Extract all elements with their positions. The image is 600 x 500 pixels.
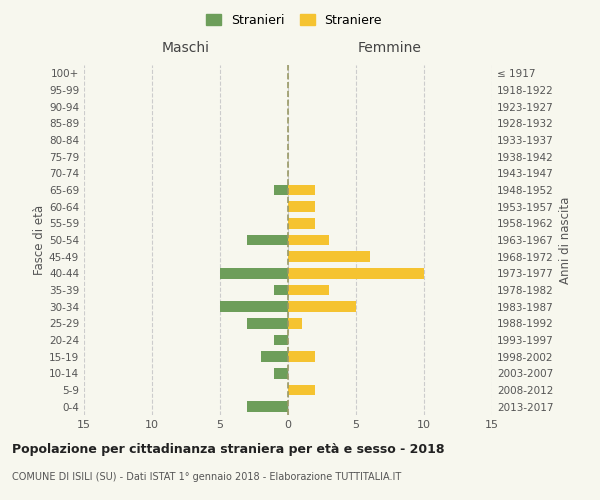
Bar	[220, 301, 288, 312]
Bar	[288, 384, 315, 396]
Bar	[247, 401, 288, 412]
Text: Femmine: Femmine	[358, 41, 422, 55]
Bar	[274, 368, 288, 379]
Y-axis label: Fasce di età: Fasce di età	[33, 205, 46, 275]
Bar	[288, 218, 315, 229]
Bar	[288, 318, 302, 329]
Text: COMUNE DI ISILI (SU) - Dati ISTAT 1° gennaio 2018 - Elaborazione TUTTITALIA.IT: COMUNE DI ISILI (SU) - Dati ISTAT 1° gen…	[12, 472, 401, 482]
Bar	[220, 268, 288, 279]
Bar	[288, 301, 356, 312]
Bar	[288, 184, 315, 196]
Bar	[247, 318, 288, 329]
Bar	[247, 234, 288, 246]
Bar	[288, 351, 315, 362]
Bar	[274, 284, 288, 296]
Y-axis label: Anni di nascita: Anni di nascita	[559, 196, 572, 284]
Bar	[288, 284, 329, 296]
Bar	[261, 351, 288, 362]
Text: Popolazione per cittadinanza straniera per età e sesso - 2018: Popolazione per cittadinanza straniera p…	[12, 442, 445, 456]
Bar	[288, 268, 424, 279]
Text: Maschi: Maschi	[162, 41, 210, 55]
Bar	[288, 201, 315, 212]
Bar	[274, 334, 288, 345]
Bar	[288, 234, 329, 246]
Bar	[274, 184, 288, 196]
Legend: Stranieri, Straniere: Stranieri, Straniere	[201, 8, 387, 32]
Bar	[288, 251, 370, 262]
